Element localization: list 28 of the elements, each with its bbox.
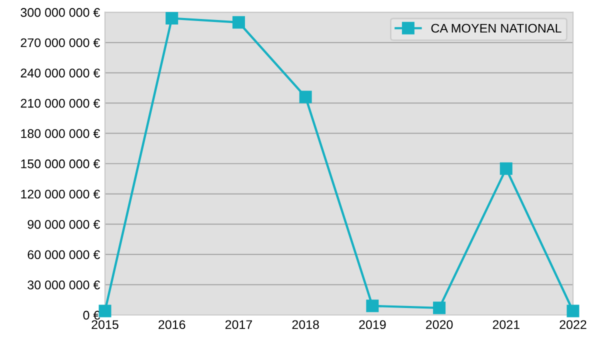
x-tick-label: 2016 bbox=[158, 320, 186, 330]
point bbox=[366, 300, 379, 312]
point bbox=[98, 304, 112, 318]
point bbox=[433, 302, 446, 314]
y-tick-label: 180 000 000 € bbox=[21, 129, 100, 138]
point bbox=[566, 304, 580, 318]
y-tick-label: 120 000 000 € bbox=[21, 190, 100, 199]
point bbox=[500, 162, 512, 175]
y-tick-label: 300 000 000 € bbox=[20, 8, 100, 17]
x-tick-label: 2021 bbox=[492, 320, 520, 330]
y-tick-label: 210 000 000 € bbox=[20, 98, 100, 108]
x-tick-label: 2017 bbox=[225, 320, 252, 330]
y-tick-label: 60 000 000 € bbox=[28, 250, 100, 260]
x-tick-label: 2022 bbox=[560, 320, 586, 330]
y-tick-label: 90 000 000 € bbox=[28, 220, 100, 229]
point bbox=[166, 12, 178, 25]
point bbox=[232, 16, 245, 29]
y-tick-label: 30 000 000 € bbox=[28, 280, 100, 290]
y-tick-label: 150 000 000 € bbox=[21, 159, 100, 168]
x-tick-label: 2019 bbox=[359, 320, 386, 330]
x-tick-label: 2015 bbox=[92, 320, 118, 330]
y-tick-label: 240 000 000 € bbox=[20, 68, 100, 78]
y-tick-label: 270 000 000 € bbox=[20, 38, 100, 48]
x-tick-label: 2018 bbox=[292, 320, 319, 330]
legend-label: CA MOYEN NATIONAL bbox=[431, 24, 562, 33]
x-tick-label: 2020 bbox=[426, 320, 453, 330]
y-tick-label: 0 € bbox=[83, 310, 100, 320]
point bbox=[299, 90, 312, 104]
